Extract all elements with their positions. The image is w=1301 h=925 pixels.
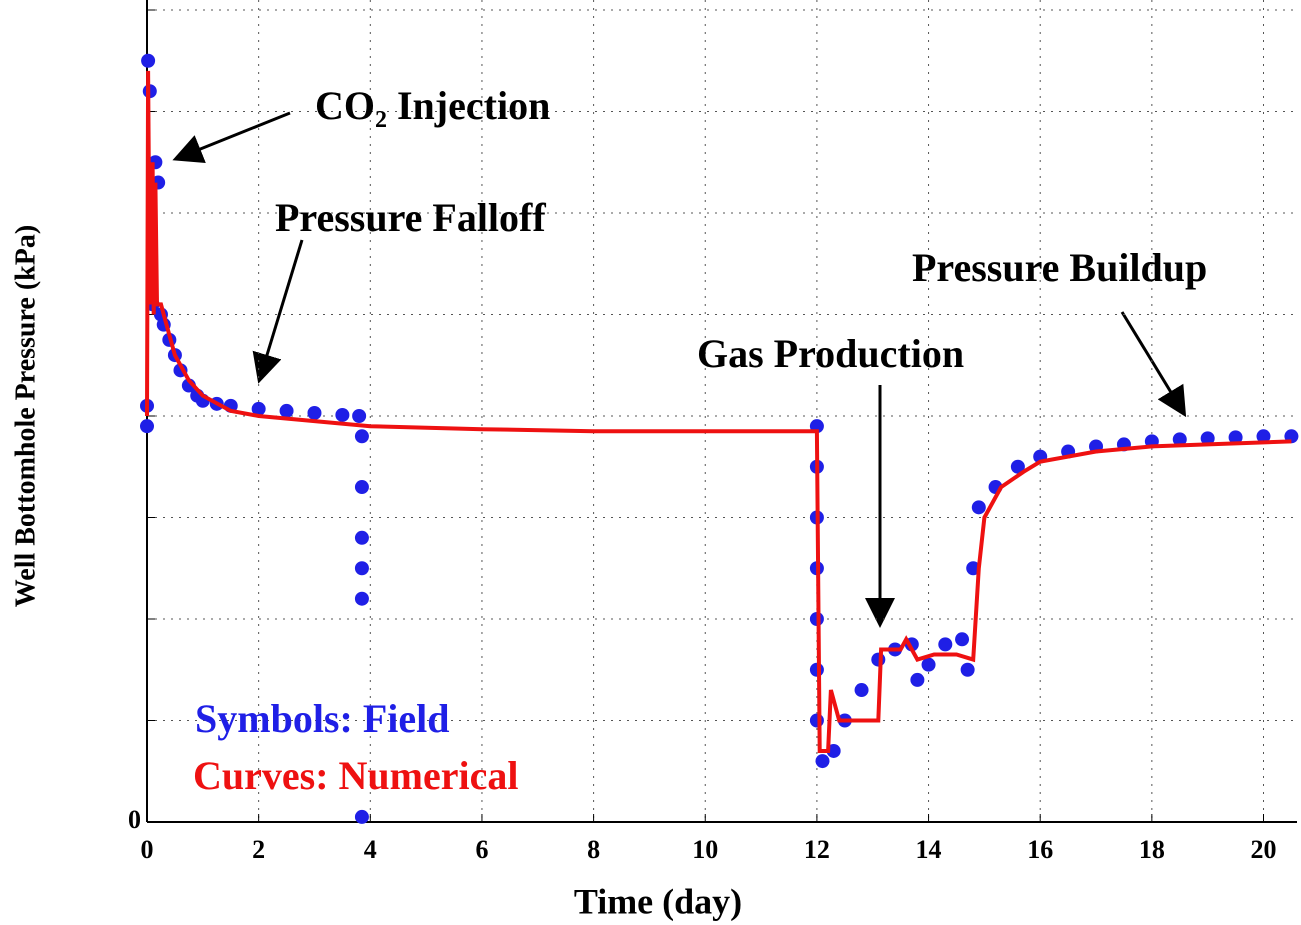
annotation: Gas Production bbox=[697, 331, 964, 376]
field-point bbox=[354, 530, 369, 545]
field-point bbox=[354, 591, 369, 606]
annotation-arrows bbox=[172, 111, 1187, 628]
field-point bbox=[141, 53, 156, 68]
annotation: Pressure Falloff bbox=[275, 195, 546, 240]
field-point bbox=[809, 713, 824, 728]
field-point bbox=[809, 662, 824, 677]
field-point bbox=[352, 409, 367, 423]
annotation: CO₂ Injection bbox=[315, 83, 550, 128]
field-point bbox=[1200, 431, 1215, 446]
field-point bbox=[910, 672, 925, 687]
field-point bbox=[938, 637, 953, 652]
field-point bbox=[1228, 430, 1243, 445]
x-tick-label: 6 bbox=[475, 835, 488, 864]
field-point bbox=[854, 683, 869, 698]
x-tick-label: 12 bbox=[804, 835, 830, 864]
y-axis-label: Well Bottomhole Pressure (kPa) bbox=[10, 225, 41, 607]
x-tick-label: 20 bbox=[1251, 835, 1277, 864]
annotation: Pressure Buildup bbox=[912, 245, 1207, 290]
x-tick-label: 14 bbox=[916, 835, 942, 864]
field-point bbox=[971, 500, 986, 515]
x-tick-label: 2 bbox=[252, 835, 265, 864]
field-point bbox=[251, 401, 266, 416]
field-point bbox=[1010, 459, 1025, 474]
x-tick-label: 4 bbox=[364, 835, 377, 864]
x-tick-label: 0 bbox=[141, 835, 154, 864]
field-point bbox=[871, 652, 886, 667]
field-point bbox=[279, 403, 294, 418]
legend-entry: Curves: Numerical bbox=[193, 753, 518, 798]
legend-entry: Symbols: Field bbox=[195, 696, 449, 741]
field-point bbox=[921, 657, 936, 672]
x-tick-label: 18 bbox=[1139, 835, 1165, 864]
field-point bbox=[354, 480, 369, 495]
field-point bbox=[815, 754, 830, 769]
field-point bbox=[1172, 432, 1187, 447]
field-point bbox=[354, 561, 369, 576]
y-tick-label: 0 bbox=[128, 805, 141, 834]
field-point bbox=[140, 419, 154, 434]
x-tick-label: 16 bbox=[1027, 835, 1053, 864]
field-point bbox=[335, 407, 350, 422]
numerical-curve bbox=[145, 70, 1292, 753]
field-point bbox=[354, 429, 369, 444]
x-tick-label: 10 bbox=[692, 835, 718, 864]
field-point bbox=[955, 632, 970, 647]
x-axis-label: Time (day) bbox=[574, 881, 742, 921]
field-point bbox=[1256, 429, 1271, 444]
field-point bbox=[354, 809, 369, 824]
field-point bbox=[307, 405, 322, 420]
x-tick-label: 8 bbox=[587, 835, 600, 864]
field-point bbox=[960, 662, 975, 677]
